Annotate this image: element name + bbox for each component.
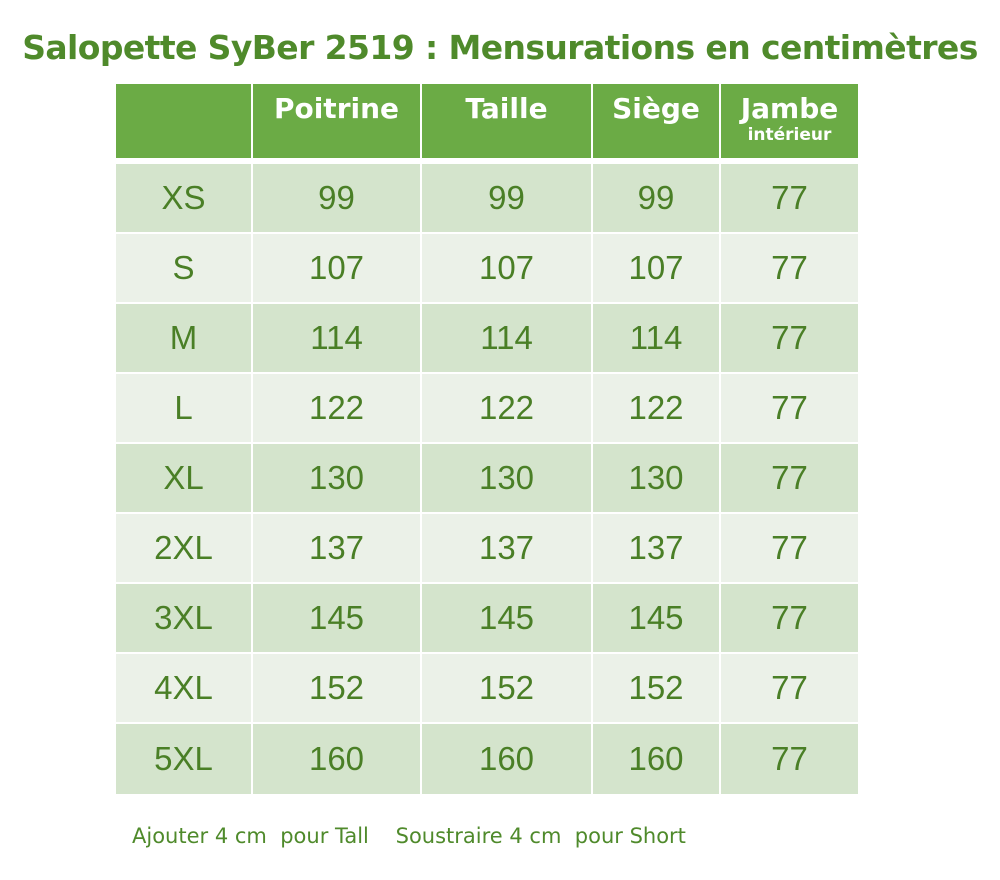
measurement-cell-poitrine: 152 bbox=[253, 654, 422, 724]
measurement-cell-siege: 137 bbox=[593, 514, 721, 584]
measurement-cell-poitrine: 160 bbox=[253, 724, 422, 794]
measurement-cell-taille: 114 bbox=[422, 304, 593, 374]
size-label-cell: XS bbox=[116, 164, 253, 234]
measurement-cell-siege: 107 bbox=[593, 234, 721, 304]
size-chart-table: Poitrine Taille Siège Jambe intérieur XS 99 99… bbox=[116, 84, 858, 794]
measurement-cell-poitrine: 137 bbox=[253, 514, 422, 584]
column-header-poitrine: Poitrine bbox=[253, 84, 422, 164]
measurement-cell-jambe: 77 bbox=[721, 654, 858, 724]
size-label-cell: 5XL bbox=[116, 724, 253, 794]
table-row: 4XL 152 152 152 77 bbox=[116, 654, 858, 724]
size-label-cell: XL bbox=[116, 444, 253, 514]
measurement-cell-jambe: 77 bbox=[721, 444, 858, 514]
measurement-cell-jambe: 77 bbox=[721, 374, 858, 444]
size-label-cell: 4XL bbox=[116, 654, 253, 724]
measurement-cell-jambe: 77 bbox=[721, 724, 858, 794]
size-label-cell: 2XL bbox=[116, 514, 253, 584]
measurement-cell-poitrine: 107 bbox=[253, 234, 422, 304]
footnote-tall: Ajouter 4 cm pour Tall bbox=[132, 824, 369, 848]
column-header-label: Siège bbox=[612, 92, 700, 125]
table-row: M 114 114 114 77 bbox=[116, 304, 858, 374]
table-row: L 122 122 122 77 bbox=[116, 374, 858, 444]
table-row: XL 130 130 130 77 bbox=[116, 444, 858, 514]
page-title: Salopette SyBer 2519 : Mensurations en c… bbox=[22, 28, 978, 67]
measurement-cell-siege: 114 bbox=[593, 304, 721, 374]
table-body: XS 99 99 99 77 S 107 107 107 77 M 114 114 114 77 L 122 12… bbox=[116, 164, 858, 794]
column-header-siege: Siège bbox=[593, 84, 721, 164]
footnote: Ajouter 4 cm pour Tall Soustraire 4 cm p… bbox=[132, 824, 686, 848]
column-header-size bbox=[116, 84, 253, 164]
column-header-label: Taille bbox=[465, 92, 548, 125]
measurement-cell-jambe: 77 bbox=[721, 514, 858, 584]
table-row: S 107 107 107 77 bbox=[116, 234, 858, 304]
measurement-cell-poitrine: 99 bbox=[253, 164, 422, 234]
table-header: Poitrine Taille Siège Jambe intérieur bbox=[116, 84, 858, 164]
column-header-sublabel: intérieur bbox=[747, 125, 832, 145]
measurement-cell-jambe: 77 bbox=[721, 304, 858, 374]
size-label-cell: S bbox=[116, 234, 253, 304]
measurement-cell-poitrine: 122 bbox=[253, 374, 422, 444]
measurement-cell-taille: 122 bbox=[422, 374, 593, 444]
measurement-cell-siege: 99 bbox=[593, 164, 721, 234]
size-label-cell: M bbox=[116, 304, 253, 374]
size-label-cell: L bbox=[116, 374, 253, 444]
measurement-cell-poitrine: 130 bbox=[253, 444, 422, 514]
table-row: 2XL 137 137 137 77 bbox=[116, 514, 858, 584]
measurement-cell-siege: 122 bbox=[593, 374, 721, 444]
measurement-cell-taille: 130 bbox=[422, 444, 593, 514]
column-header-label: Poitrine bbox=[273, 92, 400, 125]
table-row: 5XL 160 160 160 77 bbox=[116, 724, 858, 794]
measurement-cell-siege: 152 bbox=[593, 654, 721, 724]
measurement-cell-taille: 137 bbox=[422, 514, 593, 584]
column-header-label bbox=[116, 84, 251, 92]
measurement-cell-siege: 160 bbox=[593, 724, 721, 794]
measurement-cell-jambe: 77 bbox=[721, 164, 858, 234]
measurement-cell-taille: 152 bbox=[422, 654, 593, 724]
measurement-cell-taille: 107 bbox=[422, 234, 593, 304]
measurement-cell-taille: 145 bbox=[422, 584, 593, 654]
measurement-cell-jambe: 77 bbox=[721, 584, 858, 654]
measurement-cell-poitrine: 145 bbox=[253, 584, 422, 654]
table-row: XS 99 99 99 77 bbox=[116, 164, 858, 234]
measurement-cell-taille: 99 bbox=[422, 164, 593, 234]
measurement-cell-siege: 130 bbox=[593, 444, 721, 514]
column-header-jambe: Jambe intérieur bbox=[721, 84, 858, 164]
table-row: 3XL 145 145 145 77 bbox=[116, 584, 858, 654]
footnote-short: Soustraire 4 cm pour Short bbox=[395, 824, 686, 848]
header-row: Poitrine Taille Siège Jambe intérieur bbox=[116, 84, 858, 164]
column-header-label: Jambe bbox=[740, 92, 839, 125]
measurement-cell-taille: 160 bbox=[422, 724, 593, 794]
measurement-cell-poitrine: 114 bbox=[253, 304, 422, 374]
measurement-cell-siege: 145 bbox=[593, 584, 721, 654]
column-header-taille: Taille bbox=[422, 84, 593, 164]
size-label-cell: 3XL bbox=[116, 584, 253, 654]
measurement-cell-jambe: 77 bbox=[721, 234, 858, 304]
